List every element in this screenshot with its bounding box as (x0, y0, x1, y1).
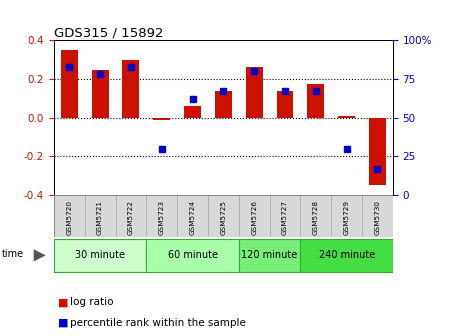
Bar (177, 195, 208, 237)
Bar (123, 60, 139, 118)
Text: GSM5723: GSM5723 (159, 200, 165, 235)
Bar (146, 195, 177, 237)
Text: percentile rank within the sample: percentile rank within the sample (70, 318, 246, 328)
Bar (115, 195, 146, 237)
Bar (153, 118, 170, 120)
Bar (300, 195, 331, 237)
Bar (239, 239, 300, 272)
Text: ■: ■ (58, 318, 69, 328)
Bar (362, 195, 393, 237)
Bar (54, 195, 85, 237)
Text: 240 minute: 240 minute (318, 250, 375, 260)
Text: GSM5724: GSM5724 (189, 200, 196, 235)
Text: GSM5730: GSM5730 (374, 200, 380, 235)
Bar (61, 50, 78, 118)
Bar (146, 239, 239, 272)
Bar (269, 195, 300, 237)
Text: GSM5721: GSM5721 (97, 200, 103, 235)
Text: 60 minute: 60 minute (167, 250, 218, 260)
Bar (92, 70, 109, 118)
Text: 30 minute: 30 minute (75, 250, 125, 260)
Text: time: time (2, 249, 24, 259)
Bar (54, 239, 146, 272)
Text: GSM5726: GSM5726 (251, 200, 257, 235)
Bar (277, 91, 294, 118)
Text: GSM5720: GSM5720 (66, 200, 72, 235)
Bar (239, 195, 269, 237)
Bar (215, 91, 232, 118)
Bar (308, 84, 324, 118)
Bar (246, 68, 263, 118)
Polygon shape (34, 249, 46, 261)
Text: GSM5727: GSM5727 (282, 200, 288, 235)
Text: log ratio: log ratio (70, 297, 113, 307)
Text: GSM5722: GSM5722 (128, 200, 134, 235)
Text: GSM5729: GSM5729 (343, 200, 350, 235)
Text: ■: ■ (58, 297, 69, 307)
Text: GSM5728: GSM5728 (313, 200, 319, 235)
Bar (338, 116, 355, 118)
Text: GSM5725: GSM5725 (220, 200, 226, 235)
Bar (85, 195, 115, 237)
Bar (300, 239, 393, 272)
Bar (208, 195, 239, 237)
Bar (369, 118, 386, 185)
Bar (331, 195, 362, 237)
Text: 120 minute: 120 minute (242, 250, 298, 260)
Bar (184, 106, 201, 118)
Text: GDS315 / 15892: GDS315 / 15892 (54, 26, 163, 39)
